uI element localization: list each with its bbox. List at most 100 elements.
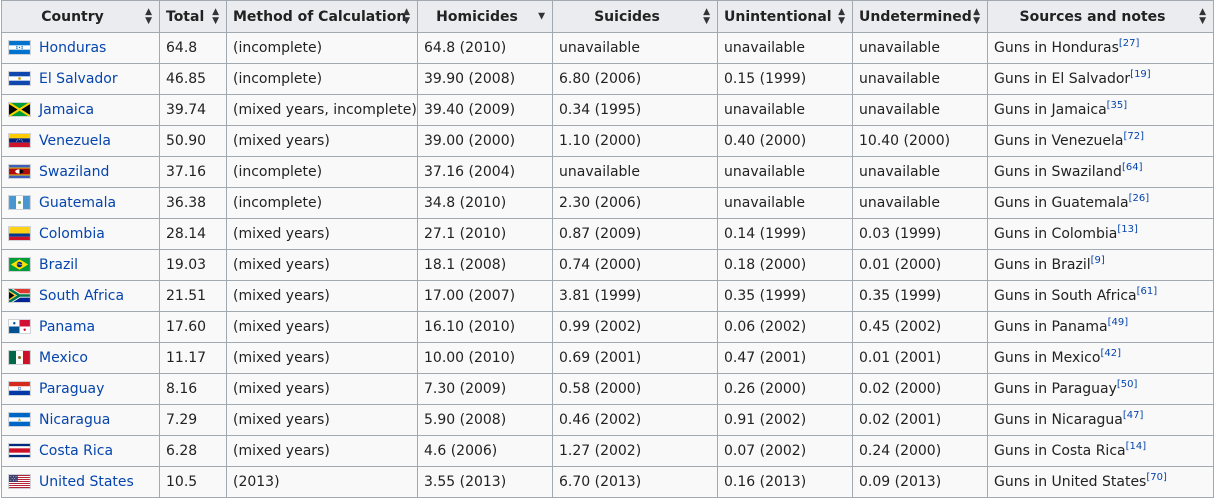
reference-sup: [61] [1137,286,1158,297]
country-link-paraguay[interactable]: Paraguay [39,381,105,397]
column-header-method-of-calculation[interactable]: Method of Calculation ▲ ▼ [226,0,418,33]
unintentional-cell: 0.14 (1999) [717,218,853,250]
homicides-cell: 4.6 (2006) [417,435,553,467]
homicides-cell: 10.00 (2010) [417,342,553,374]
reference-link[interactable]: [49] [1107,317,1129,328]
column-header-unintentional[interactable]: Unintentional ▲ ▼ [717,0,853,33]
source-text: Guns in Swaziland [994,164,1122,180]
undetermined-cell: 0.01 (2000) [852,249,988,281]
country-link-el-salvador[interactable]: El Salvador [39,71,118,87]
country-link-jamaica[interactable]: Jamaica [39,102,95,118]
homicides-cell: 27.1 (2010) [417,218,553,250]
suicides-cell: 0.34 (1995) [552,94,718,126]
reference-link[interactable]: [35] [1106,100,1128,111]
unintentional-cell: 0.35 (1999) [717,280,853,312]
source-cell: Guns in Panama[49] [987,311,1214,343]
column-header-label: Method of Calculation [233,8,407,25]
table-row: Costa Rica 6.28 (mixed years) 4.6 (2006) 1.2… [1,435,1214,467]
method-cell: (mixed years) [226,218,418,250]
table-row: El Salvador 46.85 (incomplete) 39.90 (2008)… [1,63,1214,95]
country-cell: Brazil [1,249,160,281]
reference-link[interactable]: [70] [1146,472,1167,483]
country-link-brazil[interactable]: Brazil [39,257,79,273]
flag-panama-icon [8,319,31,334]
country-cell: United States [1,466,160,498]
table-row: Brazil 19.03 (mixed years) 18.1 (2008) 0.74 … [1,249,1214,281]
column-header-country[interactable]: Country ▲ ▼ [1,0,160,33]
country-link-costa-rica[interactable]: Costa Rica [39,443,114,459]
undetermined-cell: 0.03 (1999) [852,218,988,250]
total-cell: 6.28 [159,435,227,467]
source-text: Guns in Brazil [994,257,1091,273]
sort-icon[interactable]: ▲ ▼ [838,6,845,26]
country-cell: Mexico [1,342,160,374]
reference-sup: [13] [1117,224,1138,235]
sort-icon[interactable]: ▲ ▼ [1199,6,1206,26]
reference-link[interactable]: [26] [1128,193,1150,204]
homicides-cell: 3.55 (2013) [417,466,553,498]
source-text: Guns in Costa Rica [994,443,1126,459]
sort-icon[interactable]: ▲ ▼ [145,6,152,26]
suicides-cell: 0.74 (2000) [552,249,718,281]
table-body: Honduras 64.8 (incomplete) 64.8 (2010) unava… [1,32,1214,498]
table-row: Guatemala 36.38 (incomplete) 34.8 (2010) 2.3… [1,187,1214,219]
country-link-south-africa[interactable]: South Africa [39,288,125,304]
column-header-suicides[interactable]: Suicides ▲ ▼ [552,0,718,33]
homicides-cell: 39.00 (2000) [417,125,553,157]
country-link-venezuela[interactable]: Venezuela [39,133,111,149]
total-cell: 8.16 [159,373,227,405]
country-link-mexico[interactable]: Mexico [39,350,88,366]
reference-link[interactable]: [13] [1117,224,1138,235]
undetermined-cell: unavailable [852,63,988,95]
reference-link[interactable]: [50] [1116,379,1138,390]
unintentional-cell: 0.07 (2002) [717,435,853,467]
reference-link[interactable]: [72] [1123,131,1144,142]
source-cell: Guns in United States[70] [987,466,1214,498]
flag-united-states-icon [8,474,31,489]
country-link-united-states[interactable]: United States [39,474,134,490]
reference-link[interactable]: [42] [1100,348,1121,359]
reference-sup: [26] [1129,193,1150,204]
country-link-nicaragua[interactable]: Nicaragua [39,412,111,428]
reference-link[interactable]: [47] [1122,410,1144,421]
sort-icon[interactable]: ▲ ▼ [403,6,410,26]
method-cell: (incomplete) [226,187,418,219]
column-header-label: Country [41,8,104,25]
reference-link[interactable]: [19] [1130,69,1151,80]
reference-sup: [14] [1126,441,1147,452]
sort-descending-icon[interactable]: ▲▼ [538,11,545,21]
total-cell: 28.14 [159,218,227,250]
reference-link[interactable]: [61] [1136,286,1158,297]
country-link-guatemala[interactable]: Guatemala [39,195,117,211]
source-text: Guns in Nicaragua [994,412,1123,428]
table-row: Panama 17.60 (mixed years) 16.10 (2010) 0.99… [1,311,1214,343]
country-link-swaziland[interactable]: Swaziland [39,164,110,180]
reference-link[interactable]: [27] [1118,38,1140,49]
sort-icon[interactable]: ▲ ▼ [973,6,980,26]
reference-link[interactable]: [14] [1125,441,1147,452]
sort-icon[interactable]: ▲ ▼ [703,6,710,26]
column-header-undetermined[interactable]: Undetermined ▲ ▼ [852,0,988,33]
country-link-colombia[interactable]: Colombia [39,226,105,242]
column-header-sources-and-notes[interactable]: Sources and notes ▲ ▼ [987,0,1214,33]
column-header-total[interactable]: Total ▲ ▼ [159,0,227,33]
suicides-cell: 3.81 (1999) [552,280,718,312]
sort-icon[interactable]: ▲ ▼ [212,6,219,26]
reference-sup: [35] [1107,100,1128,111]
country-link-honduras[interactable]: Honduras [39,40,107,56]
column-header-homicides[interactable]: Homicides ▲▼ [417,0,553,33]
reference-sup: [47] [1123,410,1144,421]
source-cell: Guns in Guatemala[26] [987,187,1214,219]
reference-link[interactable]: [64] [1121,162,1143,173]
country-cell: Honduras [1,32,160,64]
source-cell: Guns in Jamaica[35] [987,94,1214,126]
country-cell: El Salvador [1,63,160,95]
table-row: Nicaragua 7.29 (mixed years) 5.90 (2008) 0.4… [1,404,1214,436]
flag-guatemala-icon [8,195,31,210]
reference-link[interactable]: [9] [1090,255,1105,266]
undetermined-cell: 0.01 (2001) [852,342,988,374]
country-link-panama[interactable]: Panama [39,319,96,335]
unintentional-cell: 0.18 (2000) [717,249,853,281]
column-header-label: Homicides [436,8,518,25]
